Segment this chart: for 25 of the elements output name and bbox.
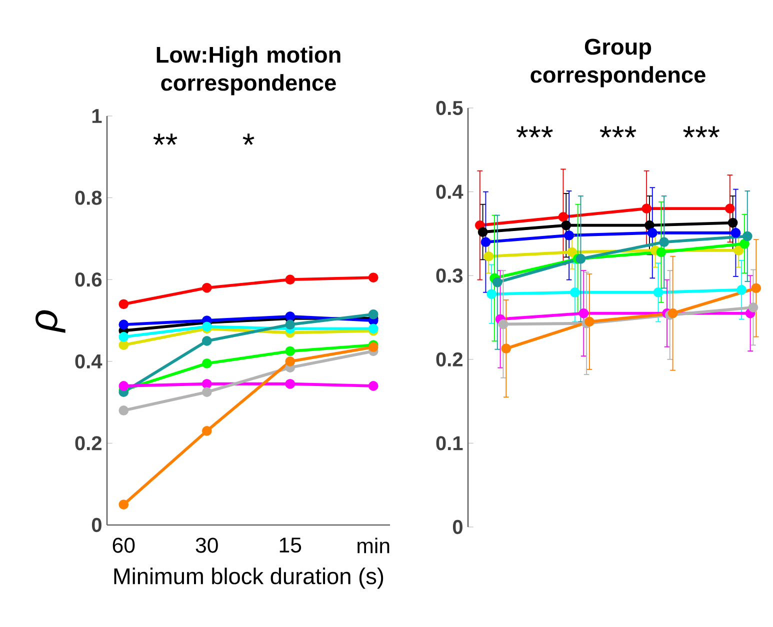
y-tick-label: 0.6 [75, 272, 102, 287]
y-tick-label: 0.4 [75, 354, 102, 368]
y-tick-label: 0.4 [436, 184, 464, 199]
y-tick-label: 0 [452, 520, 462, 534]
y-tick-label: 1 [92, 109, 102, 123]
chart-title: Low:High motion correspondence [156, 46, 340, 96]
y-tick-label: 0.3 [436, 268, 463, 283]
chart-title: Group correspondence [530, 38, 706, 88]
x-axis-title: Minimum block duration (s) [114, 568, 384, 589]
y-tick-label: 0.8 [75, 190, 102, 205]
y-tick-label: 0.2 [436, 352, 462, 366]
annotation: * [242, 134, 254, 145]
y-tick-label: 0.5 [436, 100, 463, 116]
x-tick-label: 60 [112, 538, 135, 553]
y-tick-label: 0.2 [75, 436, 102, 450]
x-tick-label: 30 [196, 538, 218, 553]
y-tick-label: 0.1 [436, 436, 463, 450]
annotation: *** [600, 126, 636, 138]
x-tick-label: 15 [280, 538, 302, 553]
y-axis-title: ρ [36, 310, 66, 333]
annotation: *** [516, 126, 553, 138]
annotation: ** [153, 134, 178, 145]
x-tick-label: min [358, 538, 390, 554]
annotation: *** [683, 126, 720, 138]
y-tick-label: 0 [92, 518, 102, 532]
